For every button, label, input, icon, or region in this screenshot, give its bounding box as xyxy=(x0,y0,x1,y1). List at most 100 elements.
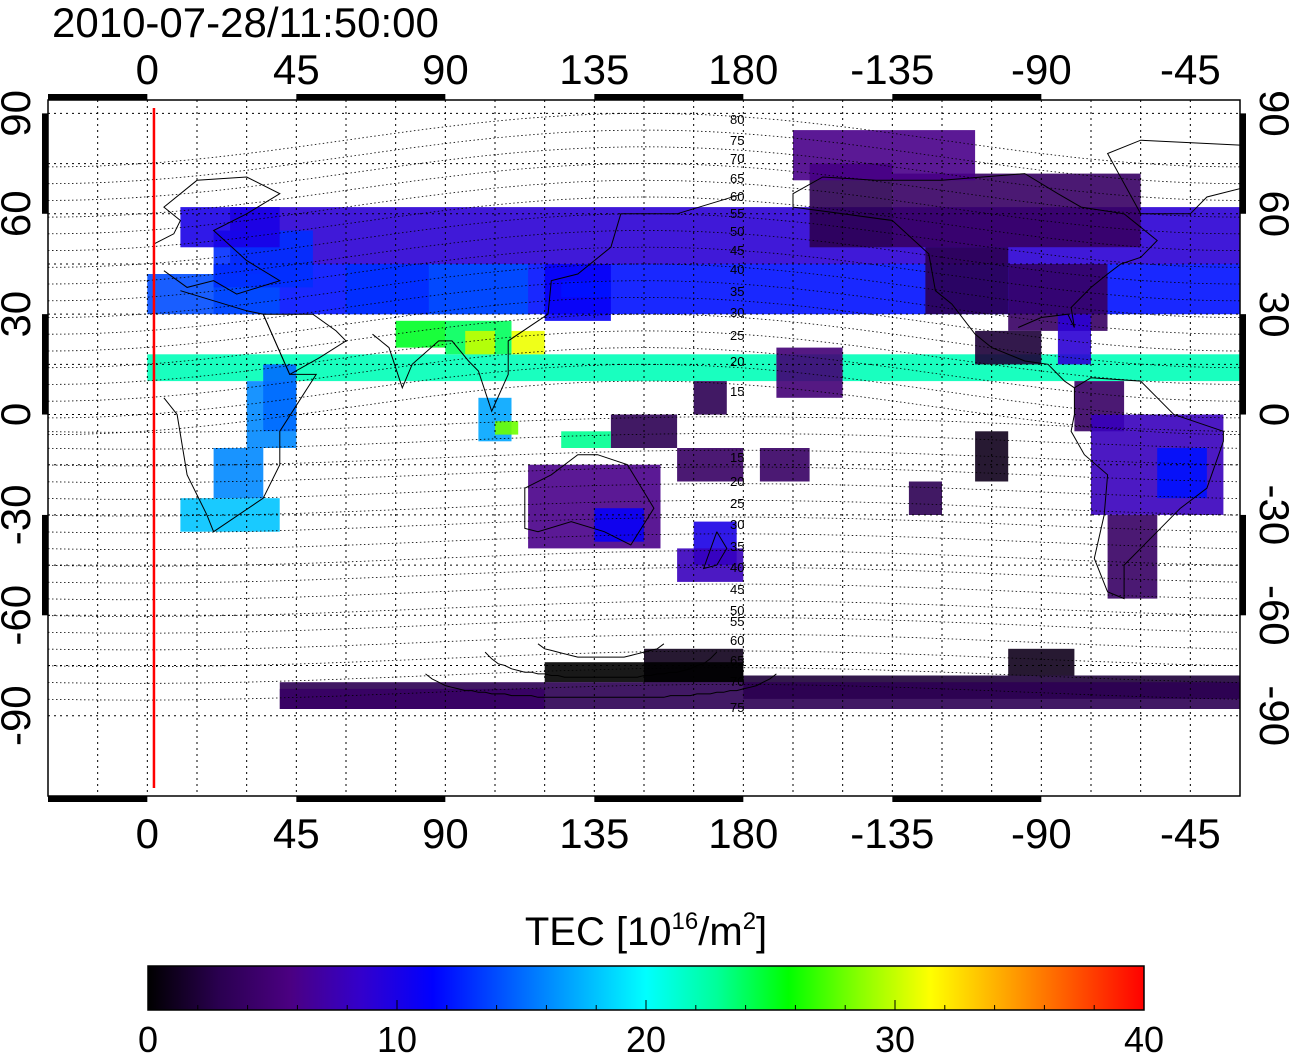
bottom-lon-label: -90 xyxy=(1011,810,1072,857)
magnetic-contour xyxy=(484,651,718,678)
left-lat-label: 30 xyxy=(0,291,39,338)
contour-label: 75 xyxy=(730,700,744,715)
top-lon-label: 45 xyxy=(273,46,320,93)
bottom-lon-label: 180 xyxy=(708,810,778,857)
magnetic-contour xyxy=(48,500,1240,517)
right-lat-label: -60 xyxy=(1251,585,1292,646)
contour-label: 25 xyxy=(730,328,744,343)
contour-label: 55 xyxy=(730,614,744,629)
magnetic-contour xyxy=(48,416,1240,433)
bottom-lon-label: 135 xyxy=(559,810,629,857)
contour-label: 30 xyxy=(730,305,744,320)
contour-label: 30 xyxy=(730,517,744,532)
tec-patch xyxy=(465,330,495,355)
tec-patch xyxy=(1057,314,1091,365)
contour-label: 60 xyxy=(730,189,744,204)
magnetic-contour xyxy=(537,643,665,658)
coastline xyxy=(524,454,655,546)
frame-band xyxy=(296,94,446,100)
frame-tick-bands xyxy=(42,94,1246,802)
colorbar-title: TEC [1016/m2] xyxy=(524,908,768,954)
colorbar-tick-label: 0 xyxy=(138,1019,158,1057)
frame-band xyxy=(42,113,48,214)
tec-patch xyxy=(495,421,519,435)
tec-patch xyxy=(395,320,446,348)
tec-patch xyxy=(561,431,611,448)
tec-patch xyxy=(693,381,727,415)
contour-label: 50 xyxy=(730,603,744,618)
contour-label: 40 xyxy=(730,560,744,575)
frame-band xyxy=(48,796,148,802)
right-lat-label: 30 xyxy=(1251,291,1292,338)
contour-label: 45 xyxy=(730,243,744,258)
axis-labels: 0 45 90 135 180 -135 -90 -45 0 45 90 135 180 -135 -90 -… xyxy=(0,46,1292,857)
bottom-lon-label: 90 xyxy=(422,810,469,857)
contour-label: 40 xyxy=(730,262,744,277)
magnetic-contour xyxy=(48,433,1240,450)
bottom-lon-label: -135 xyxy=(850,810,934,857)
contour-label: 45 xyxy=(730,582,744,597)
coastline xyxy=(1070,377,1224,600)
contour-label: 70 xyxy=(730,151,744,166)
magnetic-contour xyxy=(425,673,777,698)
tec-patch xyxy=(180,207,280,248)
left-lat-label: -90 xyxy=(0,685,39,746)
contour-label: 25 xyxy=(730,496,744,511)
frame-band xyxy=(42,314,48,415)
right-lat-label: -30 xyxy=(1251,485,1292,546)
frame-band xyxy=(892,796,1042,802)
left-lat-label: 90 xyxy=(0,90,39,137)
frame-band xyxy=(48,94,148,100)
colorbar-ticks xyxy=(147,1000,1145,1010)
frame-band xyxy=(1240,314,1246,415)
contour-label: 65 xyxy=(730,653,744,668)
colorbar-tick-label: 20 xyxy=(626,1019,666,1057)
tec-patch xyxy=(975,330,1042,365)
contour-label: 55 xyxy=(730,206,744,221)
right-lat-label: 60 xyxy=(1251,190,1292,237)
frame-band xyxy=(594,796,744,802)
frame-band xyxy=(594,94,744,100)
gridlines xyxy=(48,100,1240,796)
tec-patch xyxy=(594,508,644,542)
coastline xyxy=(792,206,1075,389)
timestamp-title: 2010-07-28/11:50:00 xyxy=(52,0,439,46)
frame-band xyxy=(296,796,446,802)
magnetic-contour xyxy=(48,112,1240,168)
contour-label: 35 xyxy=(730,539,744,554)
tec-patch xyxy=(908,481,942,515)
contour-label: 20 xyxy=(730,354,744,369)
right-lat-label: -90 xyxy=(1251,685,1292,746)
colorbar-tick-label: 40 xyxy=(1124,1019,1164,1057)
contour-label: 65 xyxy=(730,171,744,186)
top-lon-label: 180 xyxy=(708,46,778,93)
left-lat-label: 60 xyxy=(0,190,39,237)
contour-label: 15 xyxy=(730,450,744,465)
magnetic-contour xyxy=(48,650,1240,667)
coastline xyxy=(372,193,744,413)
frame-band xyxy=(1240,113,1246,214)
magnetic-contour xyxy=(48,516,1240,534)
top-lon-label: -45 xyxy=(1160,46,1221,93)
right-lat-label: 0 xyxy=(1251,403,1292,426)
tec-patch xyxy=(263,364,297,432)
contour-label: 20 xyxy=(730,474,744,489)
colorbar-tick-label: 10 xyxy=(377,1019,417,1057)
frame-band xyxy=(42,514,48,616)
tec-patch xyxy=(279,688,545,709)
left-lat-label: -30 xyxy=(0,485,39,546)
magnetic-contour xyxy=(48,533,1240,550)
colorbar-tick-label: 30 xyxy=(875,1019,915,1057)
colorbar-tick-labels: 0 10 20 30 40 xyxy=(138,1019,1164,1057)
tec-patch xyxy=(511,330,545,355)
contour-label: 60 xyxy=(730,633,744,648)
left-lat-label: 0 xyxy=(0,403,39,426)
tec-patch xyxy=(793,130,976,181)
magnetic-contour xyxy=(48,667,1240,684)
top-lon-label: -90 xyxy=(1011,46,1072,93)
contour-labels: 8075706560555045403530252015152025303540… xyxy=(730,112,744,715)
magnetic-contour xyxy=(48,600,1240,617)
tec-data-layer xyxy=(147,130,1240,709)
